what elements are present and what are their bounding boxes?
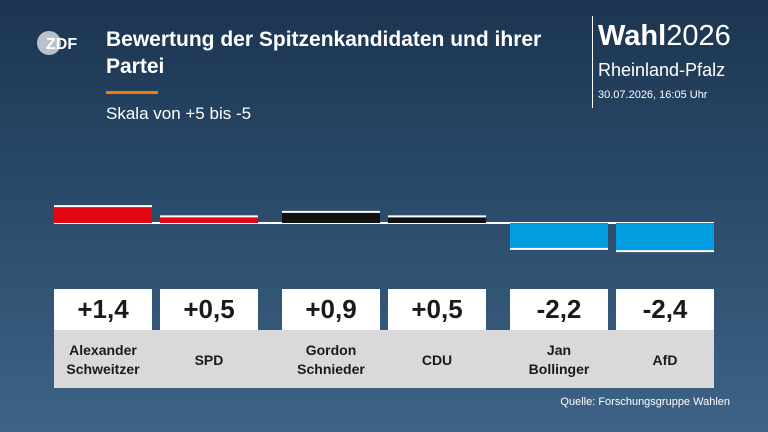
category-label-0: Alexander Schweitzer [66,342,140,377]
title-accent-line [106,91,158,94]
category-label-1: SPD [194,351,224,368]
brand-timestamp: 30.07.2026, 16:05 Uhr [598,89,708,101]
value-label-2: +0,9 [282,289,380,330]
value-label-1: +0,5 [160,289,258,330]
bar-5 [616,223,714,251]
bar-4 [510,223,608,248]
brand-wordmark: Wahl2026 [598,20,731,52]
category-label-5: AfD [652,351,678,368]
value-label-5: -2,4 [616,289,714,330]
category-label-band [54,330,714,388]
chart-title: Bewertung der Spitzenkandidaten und ihre… [106,28,542,78]
brand-year: 2026 [666,20,731,52]
value-label-3: +0,5 [388,289,486,330]
bar-1 [160,217,258,223]
bar-2 [282,212,380,223]
zdf-logo: ZDF [37,31,77,55]
value-label-0: +1,4 [54,289,152,330]
brand-divider [592,16,593,108]
brand-region: Rheinland-Pfalz [598,60,726,80]
category-label-4: Jan Bollinger [528,342,590,377]
zdf-logo-text: ZDF [46,36,77,53]
category-label-2: Gordon Schnieder [297,342,365,377]
category-label-3: CDU [421,351,453,368]
value-label-4: -2,2 [510,289,608,330]
bar-3 [388,217,486,223]
chart-subtitle: Skala von +5 bis -5 [106,104,252,123]
brand-prefix: Wahl [598,20,667,52]
source-note: Quelle: Forschungsgruppe Wahlen [560,396,730,408]
bar-0 [54,207,152,223]
